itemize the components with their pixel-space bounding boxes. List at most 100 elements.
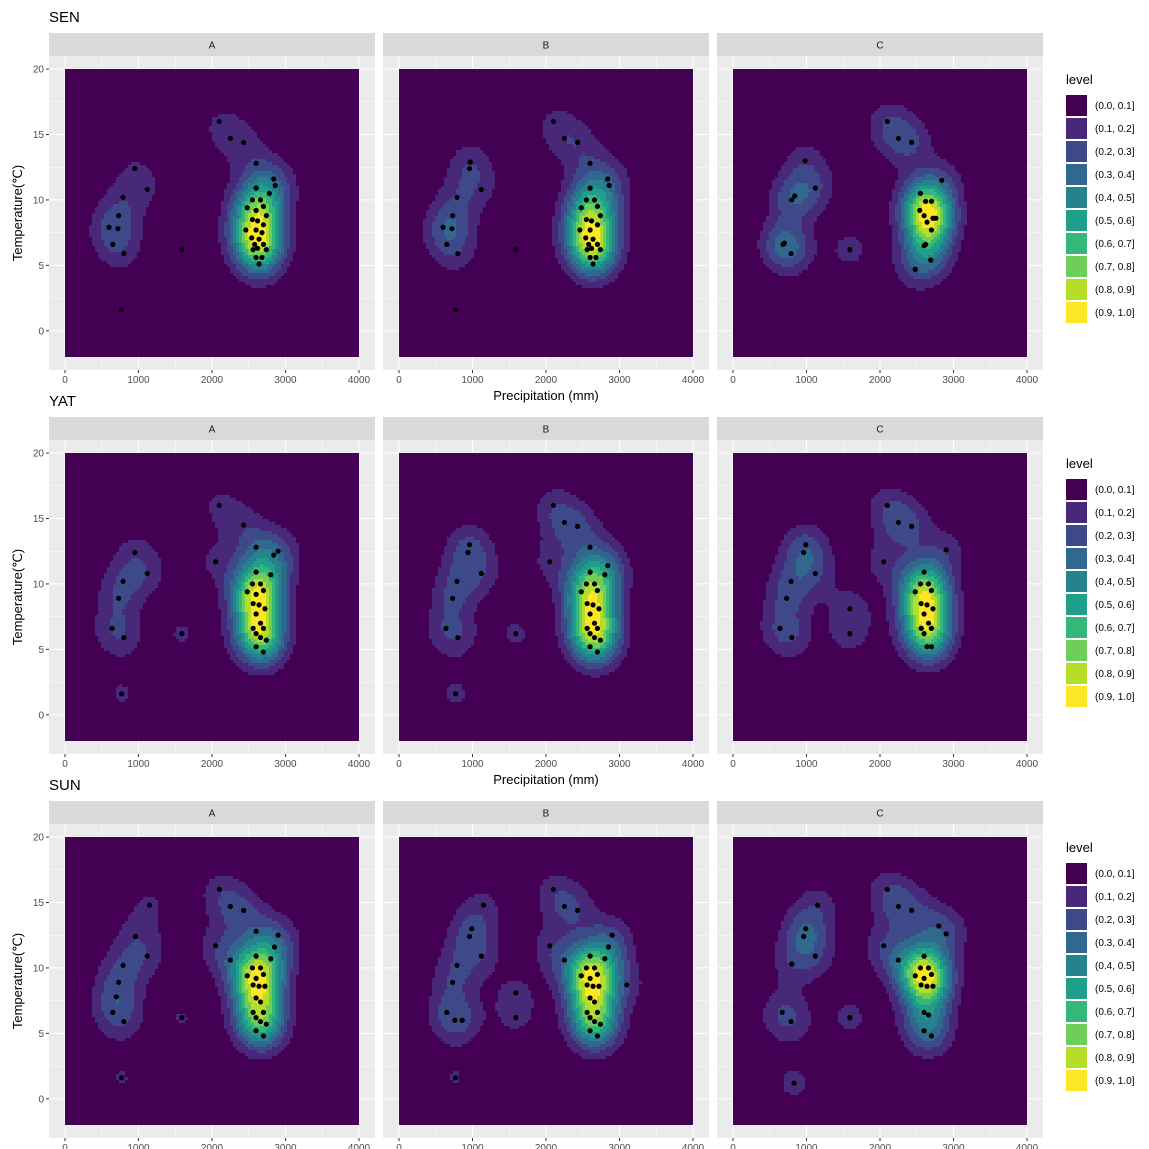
density-cell — [871, 513, 883, 517]
density-cell — [263, 183, 275, 187]
density-cell — [606, 240, 609, 244]
density-cell — [227, 606, 230, 610]
density-cell — [913, 255, 922, 259]
density-cell — [480, 174, 495, 178]
density-cell — [618, 618, 621, 622]
density-cell — [597, 594, 603, 598]
density-cell — [904, 267, 913, 271]
density-cell — [278, 954, 281, 958]
density-cell — [227, 600, 230, 604]
density-cell — [206, 963, 218, 967]
density-cell — [233, 1002, 236, 1006]
density-cell — [104, 1032, 134, 1036]
density-cell — [907, 198, 910, 202]
density-cell — [790, 546, 820, 550]
density-cell — [224, 231, 230, 235]
density-cell — [895, 612, 898, 616]
data-point — [924, 644, 930, 650]
density-cell — [558, 573, 567, 577]
density-cell — [910, 246, 916, 250]
density-cell — [242, 618, 245, 622]
density-cell — [955, 639, 961, 643]
density-cell — [290, 990, 296, 994]
density-cell — [561, 159, 579, 163]
data-point — [443, 625, 449, 632]
density-cell — [290, 633, 296, 637]
density-cell — [290, 999, 296, 1003]
y-tick-label: 10 — [33, 195, 45, 206]
density-cell — [886, 528, 919, 532]
density-cell — [227, 216, 230, 220]
density-cell — [275, 603, 278, 607]
density-cell — [934, 582, 937, 586]
density-cell — [254, 171, 272, 175]
y-tick-label: 10 — [33, 963, 45, 974]
density-cell — [763, 618, 775, 622]
density-cell — [122, 609, 140, 613]
density-cell — [209, 552, 233, 556]
density-cell — [275, 618, 278, 622]
density-cell — [98, 591, 113, 595]
density-cell — [618, 564, 624, 568]
density-cell — [931, 246, 940, 250]
density-cell — [275, 621, 278, 625]
density-cell — [603, 579, 609, 583]
density-cell — [275, 663, 284, 667]
density-cell — [940, 621, 943, 625]
density-cell — [952, 573, 961, 577]
density-cell — [227, 1005, 233, 1009]
density-cell — [931, 597, 937, 601]
density-cell — [576, 606, 579, 610]
density-cell — [101, 993, 116, 997]
density-cell — [272, 927, 284, 931]
density-cell — [606, 195, 612, 199]
density-cell — [438, 189, 456, 193]
density-cell — [892, 573, 901, 577]
density-cell — [910, 273, 937, 277]
density-cell — [898, 609, 901, 613]
density-cell — [564, 270, 573, 274]
density-cell — [128, 165, 146, 169]
density-cell — [242, 975, 245, 979]
data-point — [812, 185, 818, 191]
legend-label: (0.3, 0.4] — [1095, 554, 1135, 565]
y-tick-label: 5 — [38, 645, 44, 656]
density-cell — [242, 531, 272, 535]
density-cell — [218, 960, 224, 964]
data-point — [254, 245, 261, 251]
density-cell — [606, 207, 609, 211]
density-cell — [254, 561, 272, 565]
density-cell — [874, 537, 892, 541]
density-cell — [230, 165, 245, 169]
density-cell — [919, 618, 934, 622]
density-cell — [892, 588, 898, 592]
density-cell — [558, 585, 564, 589]
density-cell — [612, 636, 615, 640]
density-cell — [615, 189, 621, 193]
density-cell — [281, 267, 287, 271]
density-cell — [206, 885, 248, 889]
density-cell — [916, 225, 919, 229]
density-cell — [570, 198, 573, 202]
density-cell — [221, 627, 227, 631]
density-cell — [278, 609, 281, 613]
density-cell — [603, 597, 606, 601]
density-cell — [266, 231, 269, 235]
density-cell — [946, 591, 949, 595]
density-cell — [221, 615, 227, 619]
density-cell — [227, 975, 230, 979]
density-cell — [573, 600, 576, 604]
density-cell — [624, 228, 630, 232]
density-cell — [820, 576, 835, 580]
density-cell — [943, 201, 946, 205]
density-cell — [952, 180, 961, 184]
density-cell — [624, 216, 630, 220]
density-cell — [940, 246, 943, 250]
density-cell — [913, 585, 919, 589]
density-cell — [895, 615, 898, 619]
density-cell — [883, 507, 910, 511]
density-cell — [555, 504, 567, 508]
density-cell — [266, 948, 275, 952]
density-cell — [284, 960, 287, 964]
density-cell — [769, 204, 778, 208]
